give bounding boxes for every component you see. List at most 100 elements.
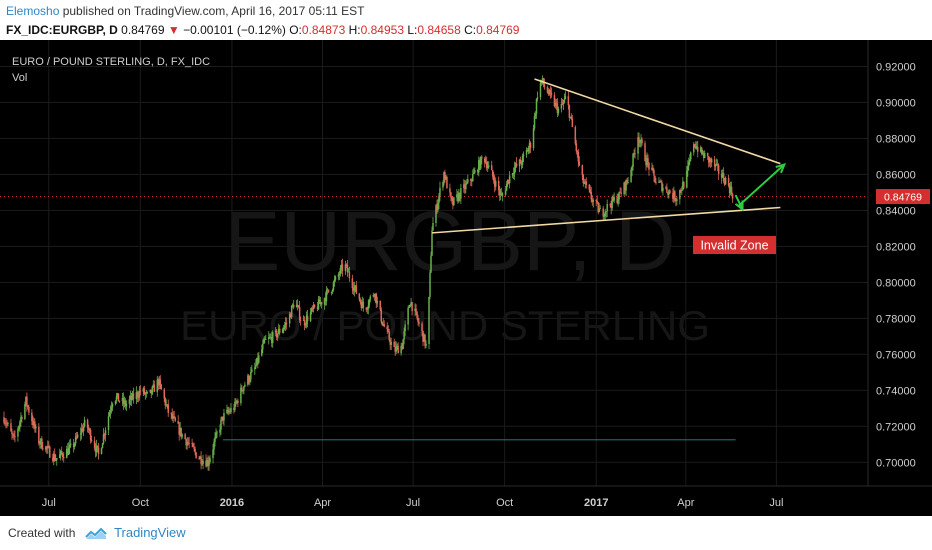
candle: [297, 305, 300, 309]
author-link[interactable]: Elemosho: [6, 4, 60, 18]
candle: [443, 171, 445, 186]
candle: [278, 324, 281, 336]
trendline[interactable]: [431, 206, 781, 234]
candle: [581, 164, 584, 180]
x-tick-label: Apr: [314, 497, 331, 509]
candle: [660, 178, 662, 183]
candle: [33, 417, 35, 430]
candle: [14, 430, 16, 443]
trendline[interactable]: [534, 78, 781, 165]
candle: [265, 334, 267, 340]
candle: [299, 316, 302, 326]
candle: [118, 400, 121, 403]
candle: [652, 164, 654, 174]
candle: [463, 178, 465, 193]
candle: [464, 180, 466, 195]
candle: [52, 453, 54, 463]
candle: [61, 452, 64, 461]
candle: [471, 178, 473, 187]
candle: [504, 186, 507, 197]
candle: [165, 399, 167, 407]
tradingview-brand-link[interactable]: TradingView: [114, 525, 186, 540]
y-tick-label: 0.92000: [876, 61, 916, 73]
candle: [536, 91, 539, 102]
candle: [94, 443, 97, 458]
candle: [721, 169, 724, 179]
candle: [346, 259, 349, 277]
candle: [191, 438, 193, 448]
x-tick-label: Jul: [406, 497, 420, 509]
candle: [611, 195, 613, 211]
y-tick-label: 0.86000: [876, 169, 916, 181]
candle: [717, 163, 720, 180]
candle: [598, 202, 600, 213]
high-label: H:: [348, 23, 361, 37]
candle: [247, 373, 249, 387]
candle: [459, 192, 461, 202]
candle: [610, 200, 612, 215]
candle: [19, 419, 21, 432]
candle: [410, 297, 412, 307]
candle: [325, 286, 328, 306]
candle: [255, 359, 257, 370]
invalid-zone-annotation[interactable]: Invalid Zone: [693, 236, 776, 254]
candle: [34, 418, 36, 433]
candle: [708, 157, 711, 167]
candle: [156, 375, 159, 397]
candle: [338, 270, 341, 281]
candle: [550, 87, 553, 98]
candle: [76, 431, 79, 439]
candle: [710, 157, 713, 167]
candle: [571, 114, 574, 128]
candle: [323, 297, 326, 310]
candle: [478, 156, 480, 177]
candle: [17, 426, 19, 442]
candle: [75, 431, 78, 440]
candle: [674, 190, 676, 202]
price-label-tag: 0.84769: [876, 189, 930, 205]
candle: [631, 165, 633, 177]
y-tick-label: 0.90000: [876, 97, 916, 109]
candle: [59, 449, 62, 461]
candle: [110, 401, 113, 414]
candle: [157, 377, 160, 390]
candle: [237, 398, 239, 408]
candle: [633, 149, 635, 158]
candle: [401, 342, 403, 351]
candle: [467, 174, 469, 184]
candle: [379, 300, 381, 312]
candle: [432, 217, 434, 231]
candle: [484, 157, 486, 168]
candle: [136, 390, 139, 403]
down-triangle-icon: ▼: [167, 23, 180, 37]
candle: [209, 455, 211, 464]
price-chart[interactable]: EURGBP, D EURO / POUND STERLING 0.700000…: [0, 40, 932, 516]
candle: [38, 423, 40, 446]
candle: [82, 422, 85, 437]
candle: [666, 183, 668, 194]
candle: [205, 454, 207, 468]
candle: [404, 320, 406, 336]
candle: [319, 296, 322, 307]
candle: [577, 148, 580, 168]
candle: [375, 292, 378, 309]
candle: [202, 454, 204, 469]
y-tick-label: 0.74000: [876, 385, 916, 397]
candle: [679, 189, 681, 205]
candle: [369, 294, 372, 303]
chart-area[interactable]: EURGBP, D EURO / POUND STERLING 0.70000 0…: [0, 40, 932, 516]
footer: Created with TradingView: [0, 516, 932, 550]
candle: [348, 266, 351, 282]
candle: [394, 340, 396, 356]
candle: [716, 159, 719, 172]
candle: [240, 383, 242, 406]
candle: [93, 436, 96, 451]
candle: [640, 134, 642, 148]
arrow[interactable]: [737, 162, 787, 207]
tradingview-logo-icon: [85, 527, 107, 539]
candle: [178, 421, 180, 441]
candle: [695, 141, 697, 150]
symbol-label: FX_IDC:EURGBP, D: [6, 23, 118, 37]
candle: [534, 111, 537, 119]
candle: [669, 189, 671, 194]
